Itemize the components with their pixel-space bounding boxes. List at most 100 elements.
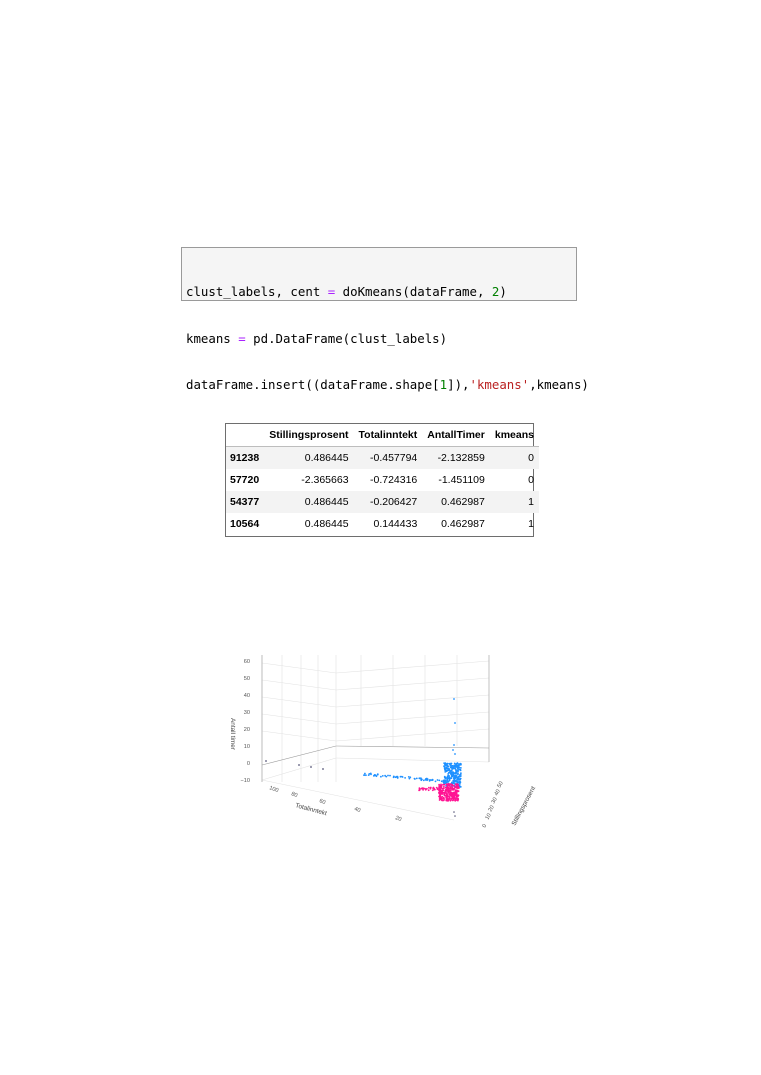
data-point [450,783,453,786]
data-point [443,793,446,795]
data-point [449,765,452,767]
z-tick-label: 20 [244,727,250,733]
data-point [456,786,458,789]
y-tick-label: 20 [488,805,496,813]
data-point [449,786,452,788]
data-point [440,796,442,799]
data-point [448,787,451,790]
data-point [450,775,453,778]
data-point [452,780,454,782]
data-point [442,797,445,799]
data-point [443,781,446,784]
data-point [459,777,462,780]
data-point [450,797,453,800]
code-line-2: kmeans = pd.DataFrame(clust_labels) [186,330,448,346]
data-point [434,780,437,783]
data-point [454,799,457,802]
code-cell[interactable]: clust_labels, cent = doKmeans(dataFrame,… [181,247,589,392]
data-point [452,749,454,751]
table-row: 10564 0.486445 0.144433 0.462987 1 [226,513,539,535]
code-line-1: clust_labels, cent = doKmeans(dataFrame,… [186,284,507,299]
data-point [440,780,443,783]
data-point [364,772,366,775]
data-point [443,775,446,778]
data-point [428,786,430,789]
data-point [459,769,462,772]
data-point [458,776,460,778]
table-cell: 0.462987 [441,496,485,508]
data-point [454,798,457,800]
data-point [452,777,455,779]
data-point [373,775,375,777]
data-point [457,773,459,776]
data-point [453,775,456,778]
data-point [454,794,457,797]
data-point [448,779,451,782]
data-point [444,789,447,792]
axis-frame [261,655,490,782]
data-point [457,770,460,772]
data-point [435,786,438,789]
data-point [446,767,449,770]
data-point [418,777,421,780]
data-point [445,786,448,789]
data-point [460,775,462,777]
data-point [457,766,460,768]
table-cell: -2.365663 [301,474,349,486]
data-point [441,793,443,795]
data-point [436,779,439,781]
grid-line [335,728,490,742]
data-point [445,767,447,770]
table-cell: -0.457794 [369,452,418,464]
data-point [456,778,458,781]
data-point [457,797,459,800]
data-point [447,773,449,775]
data-point [414,778,416,780]
data-point [454,772,457,774]
grid-line [261,713,337,725]
data-point [441,799,443,802]
data-point [367,774,370,776]
data-point [380,775,382,778]
data-point [424,788,427,791]
column-header: kmeans [489,424,539,447]
data-point [452,767,455,770]
data-point [455,780,458,783]
x-tick-label: 60 [318,798,326,806]
table-cell: 0.486445 [304,518,349,530]
data-point [384,774,386,777]
data-point [298,764,300,766]
column-header-index [226,424,265,447]
data-point [401,775,403,778]
data-point [453,779,456,782]
table-row: 54377 0.486445 -0.206427 0.462987 1 [226,491,539,513]
row-index: 57720 [230,474,260,486]
data-point [444,779,446,782]
data-point [454,764,457,767]
scatter-points [265,698,462,817]
data-point [459,783,461,785]
z-tick-label: 10 [244,744,250,750]
data-point [454,815,456,817]
data-point [433,788,435,791]
data-point [445,796,447,799]
data-point [436,788,439,791]
axis-line [335,745,490,749]
grid-line [335,694,490,708]
data-point [381,775,384,777]
data-point [447,790,450,793]
data-point [454,753,456,755]
grid-line [335,677,490,691]
table-cell: -0.206427 [369,496,418,508]
x-axis-ticks: 100 80 60 40 20 [268,785,402,823]
data-point [443,766,446,768]
data-point [439,795,442,797]
data-point [404,777,406,779]
data-point [456,766,459,769]
data-point [422,779,425,782]
z-tick-label: 50 [244,676,250,682]
data-point [448,769,451,771]
z-tick-label: −10 [241,778,251,784]
